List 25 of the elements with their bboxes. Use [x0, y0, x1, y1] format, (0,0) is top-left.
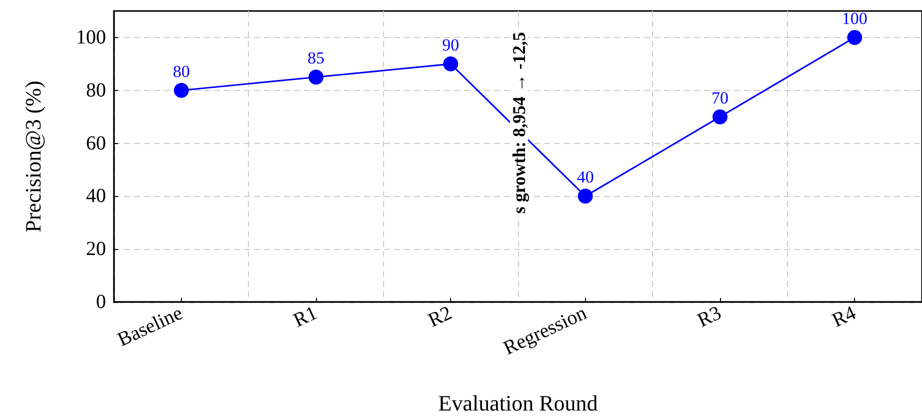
point [712, 109, 728, 124]
point [308, 70, 324, 85]
data-label: 80 [172, 62, 190, 81]
data-label: 90 [442, 35, 460, 54]
y-tick-label: 40 [86, 185, 106, 208]
data-label: 70 [712, 88, 728, 108]
data-label: 100 [842, 8, 868, 28]
y-tick-label: 0 [96, 291, 106, 313]
annotation: s growth: 8,954 → -12,5 [509, 32, 529, 214]
y-tick-label: 100 [76, 26, 106, 48]
x-tick-label: R4 [828, 302, 860, 332]
x-tick-label: R2 [424, 302, 456, 332]
y-tick-label: 20 [86, 238, 106, 260]
point [443, 56, 458, 72]
x-tick-label: R1 [290, 302, 321, 332]
data-label: 85 [308, 48, 324, 68]
point [578, 188, 593, 204]
y-tick-label: 80 [86, 79, 106, 102]
x-tick-label: R3 [694, 302, 725, 332]
y-axis-title: Precision@3 (%) [20, 80, 46, 232]
x-axis-title: Evaluation Round [438, 390, 598, 416]
point [847, 30, 862, 45]
point [174, 82, 189, 98]
y-tick-label: 60 [86, 132, 106, 154]
data-label: 40 [576, 168, 594, 187]
